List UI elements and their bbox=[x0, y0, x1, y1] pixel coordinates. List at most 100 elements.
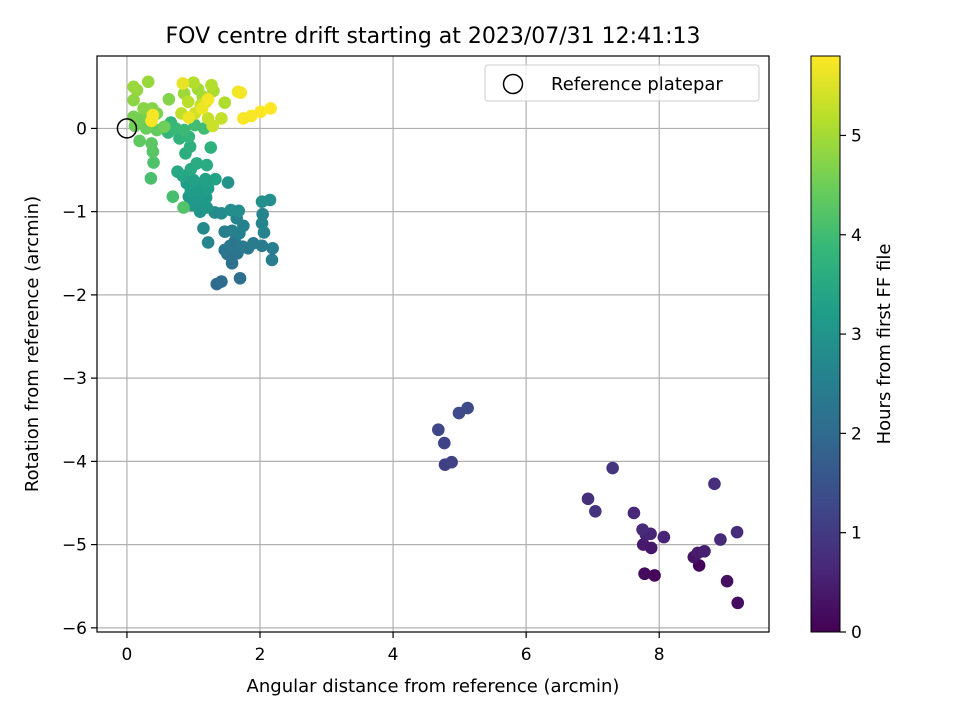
data-point bbox=[461, 401, 474, 415]
y-tick-label: −2 bbox=[62, 286, 87, 306]
plot-frame bbox=[96, 55, 770, 633]
data-point bbox=[183, 140, 197, 154]
data-point bbox=[162, 92, 176, 106]
data-point bbox=[731, 596, 745, 610]
data-point bbox=[263, 193, 277, 207]
legend: Reference platepar bbox=[484, 64, 760, 102]
data-point bbox=[256, 207, 269, 221]
colorbar-tick-label: 2 bbox=[851, 424, 862, 444]
data-point bbox=[589, 505, 602, 518]
data-point bbox=[195, 102, 209, 115]
data-point bbox=[144, 172, 158, 185]
colorbar-tick-label: 4 bbox=[851, 226, 862, 246]
data-point bbox=[221, 176, 235, 189]
data-point bbox=[137, 102, 150, 115]
colorbar: 0 1 2 3 4 5 Hours from first FF file bbox=[810, 55, 895, 643]
data-point bbox=[201, 236, 215, 249]
data-point bbox=[606, 461, 619, 475]
data-point bbox=[215, 275, 228, 288]
data-point bbox=[264, 102, 277, 115]
data-point bbox=[254, 105, 267, 119]
legend-reference-marker bbox=[502, 73, 524, 95]
y-tick-label: −4 bbox=[62, 452, 87, 472]
data-point bbox=[146, 108, 160, 122]
y-tick-label: −3 bbox=[62, 369, 87, 389]
data-point bbox=[166, 190, 180, 203]
data-point bbox=[638, 567, 651, 581]
x-tick-label: 0 bbox=[122, 645, 133, 665]
data-point bbox=[714, 533, 727, 546]
data-point bbox=[187, 173, 200, 187]
data-point bbox=[636, 523, 649, 536]
reference-platepar-marker bbox=[116, 118, 138, 139]
x-tick-label: 8 bbox=[654, 645, 665, 665]
legend-entry-label: Reference platepar bbox=[551, 74, 723, 95]
x-axis-ticks: 0 2 4 6 8 bbox=[122, 632, 665, 665]
data-point bbox=[177, 201, 190, 214]
data-point bbox=[204, 141, 218, 154]
data-point bbox=[127, 93, 140, 107]
data-points bbox=[116, 75, 745, 610]
data-point bbox=[581, 492, 595, 506]
grid-lines bbox=[97, 56, 769, 632]
data-point bbox=[187, 76, 200, 89]
data-point bbox=[201, 92, 215, 106]
data-point bbox=[205, 78, 218, 92]
colorbar-tick-label: 1 bbox=[851, 524, 862, 544]
data-point bbox=[445, 455, 458, 469]
y-tick-label: −6 bbox=[62, 619, 87, 639]
data-point bbox=[215, 112, 228, 125]
chart-title: FOV centre drift starting at 2023/07/31 … bbox=[166, 24, 701, 49]
data-point bbox=[648, 569, 661, 582]
x-axis-label: Angular distance from reference (arcmin) bbox=[247, 676, 620, 697]
data-point bbox=[218, 96, 232, 109]
data-point bbox=[176, 77, 190, 90]
data-point bbox=[200, 158, 214, 172]
colorbar-gradient bbox=[810, 55, 841, 633]
data-point bbox=[720, 574, 734, 588]
colorbar-tick-label: 3 bbox=[851, 325, 862, 345]
data-point bbox=[197, 222, 210, 235]
data-point bbox=[199, 172, 212, 186]
data-point bbox=[234, 86, 248, 99]
y-axis-ticks: 0 −1 −2 −3 −4 −5 −6 bbox=[62, 119, 97, 639]
y-axis-label: Rotation from reference (arcmin) bbox=[22, 196, 43, 492]
data-point bbox=[145, 137, 158, 150]
x-tick-label: 4 bbox=[388, 645, 399, 665]
data-point bbox=[438, 436, 451, 450]
data-point bbox=[266, 241, 279, 255]
colorbar-tick-label: 0 bbox=[851, 623, 862, 643]
data-point bbox=[171, 165, 184, 178]
data-point bbox=[127, 80, 140, 94]
data-point bbox=[233, 271, 247, 285]
data-point bbox=[265, 253, 279, 267]
data-point bbox=[133, 134, 146, 148]
y-tick-label: −1 bbox=[62, 203, 87, 223]
data-point bbox=[200, 201, 214, 214]
data-point bbox=[432, 423, 445, 437]
data-point bbox=[206, 119, 220, 133]
data-point bbox=[730, 525, 744, 539]
data-point bbox=[157, 120, 171, 134]
x-tick-label: 2 bbox=[255, 645, 266, 665]
data-point bbox=[255, 239, 269, 253]
data-point bbox=[627, 506, 641, 520]
data-point bbox=[657, 530, 671, 544]
data-point bbox=[232, 204, 246, 218]
colorbar-tick-label: 5 bbox=[851, 126, 862, 146]
data-point bbox=[190, 157, 204, 170]
data-point bbox=[141, 75, 155, 89]
data-point bbox=[636, 538, 650, 551]
data-point bbox=[708, 477, 721, 491]
y-tick-label: 0 bbox=[76, 119, 87, 139]
data-point bbox=[698, 544, 711, 558]
colorbar-ticks: 0 1 2 3 4 5 bbox=[840, 126, 862, 643]
data-point bbox=[182, 111, 196, 124]
legend-box bbox=[484, 64, 760, 102]
data-point bbox=[181, 95, 195, 109]
data-point bbox=[255, 217, 269, 230]
data-point bbox=[209, 172, 222, 186]
x-tick-label: 6 bbox=[521, 645, 532, 665]
colorbar-label: Hours from first FF file bbox=[874, 244, 895, 445]
